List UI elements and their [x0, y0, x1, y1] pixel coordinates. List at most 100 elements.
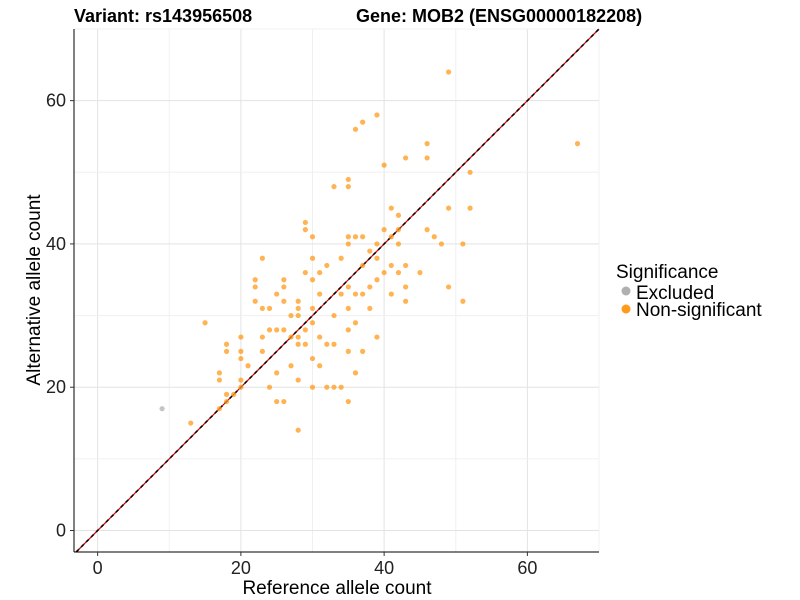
data-point	[281, 298, 287, 304]
data-point	[431, 234, 437, 240]
axes	[73, 29, 599, 553]
data-point	[360, 234, 366, 240]
data-point	[295, 341, 301, 347]
data-point	[374, 277, 380, 283]
data-point	[317, 291, 323, 297]
legend: Significance Excluded Non-significant	[616, 262, 762, 321]
legend-title: Significance	[616, 262, 718, 283]
data-point	[252, 277, 258, 283]
data-point	[281, 284, 287, 290]
data-point	[467, 169, 473, 175]
data-point	[274, 291, 280, 297]
data-point	[424, 155, 430, 161]
data-point	[424, 227, 430, 233]
data-point	[338, 255, 344, 261]
data-point	[281, 398, 287, 405]
data-point	[345, 234, 351, 240]
data-point	[331, 384, 337, 390]
data-point	[352, 234, 359, 240]
data-point	[345, 398, 351, 405]
data-point	[302, 269, 308, 276]
data-point	[238, 355, 244, 362]
data-point	[295, 377, 301, 383]
data-point	[216, 377, 222, 383]
y-tick-label: 20	[46, 377, 66, 397]
data-point	[395, 241, 402, 247]
x-tick-label: 20	[231, 558, 251, 578]
data-point	[352, 291, 359, 297]
data-point	[288, 312, 294, 319]
data-point	[324, 262, 330, 269]
data-point	[324, 341, 330, 347]
data-point	[281, 277, 287, 283]
data-point	[309, 277, 316, 283]
data-point	[352, 126, 359, 132]
data-point	[216, 406, 222, 412]
data-point	[345, 184, 351, 190]
data-point	[202, 320, 208, 326]
data-point	[252, 298, 258, 304]
data-point	[345, 348, 351, 354]
data-point	[159, 406, 165, 412]
data-point	[238, 384, 244, 390]
data-point	[309, 305, 316, 312]
data-point	[345, 305, 351, 312]
data-point	[266, 327, 273, 333]
data-point	[445, 284, 452, 290]
data-point	[424, 141, 430, 147]
data-point	[381, 269, 387, 276]
identity-line-red	[75, 28, 600, 553]
data-point	[338, 291, 344, 297]
plot-panel: 0 20 40 60 0 20 40 60	[46, 28, 600, 578]
data-point	[574, 141, 581, 147]
data-point	[338, 384, 344, 390]
data-point	[367, 305, 373, 312]
data-point	[216, 370, 222, 376]
data-point	[317, 269, 323, 276]
legend-swatch-non-significant	[621, 304, 631, 314]
data-point	[309, 255, 316, 261]
data-point	[259, 348, 265, 354]
data-point	[403, 298, 409, 304]
data-point	[274, 398, 280, 405]
data-point	[360, 291, 366, 297]
data-point	[302, 327, 308, 333]
data-point	[295, 305, 301, 312]
data-point	[345, 176, 351, 183]
legend-label-excluded: Excluded	[636, 283, 714, 304]
data-point	[295, 427, 301, 433]
data-point	[352, 370, 359, 376]
data-points	[159, 69, 581, 433]
data-point	[388, 291, 394, 297]
data-point	[352, 320, 359, 326]
data-point	[223, 348, 230, 354]
data-point	[266, 384, 273, 390]
data-point	[295, 312, 301, 319]
data-point	[252, 284, 258, 290]
data-point	[259, 334, 265, 340]
data-point	[274, 370, 280, 376]
data-point	[445, 69, 452, 75]
data-point	[445, 205, 452, 211]
data-point	[345, 327, 351, 333]
data-point	[345, 241, 351, 247]
data-point	[281, 327, 287, 333]
legend-swatch-excluded	[621, 286, 631, 296]
data-point	[309, 234, 316, 240]
data-point	[274, 327, 280, 333]
data-point	[395, 227, 402, 233]
data-point	[238, 334, 244, 340]
data-point	[259, 255, 265, 261]
data-point	[360, 348, 366, 354]
y-tick-label: 0	[56, 521, 66, 541]
x-tick-label: 0	[93, 558, 103, 578]
data-point	[345, 284, 351, 290]
y-tick-label: 60	[46, 91, 66, 111]
data-point	[317, 334, 323, 340]
data-point	[188, 420, 194, 426]
x-tick-label: 40	[374, 558, 394, 578]
data-point	[388, 205, 394, 211]
data-point	[395, 212, 402, 218]
data-point	[367, 248, 373, 254]
data-point	[331, 184, 337, 190]
